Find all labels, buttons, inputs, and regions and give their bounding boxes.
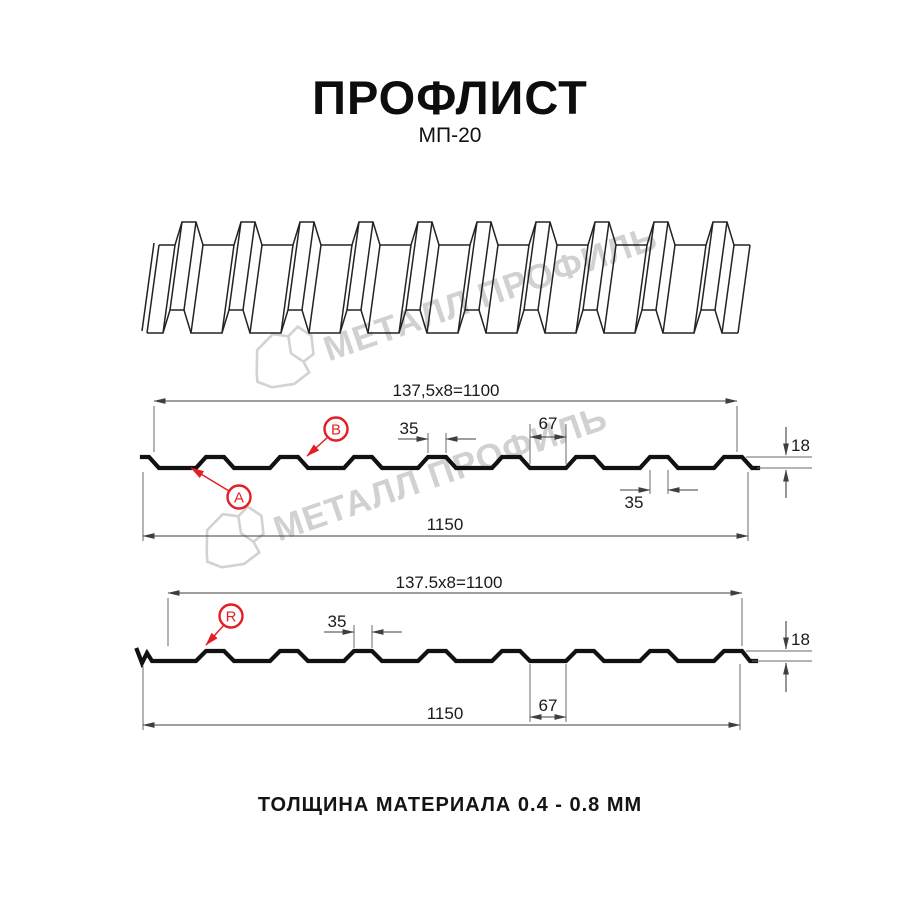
dim-coverage-ab: 137,5x8=1100 bbox=[393, 381, 500, 400]
dim-overall-ab: 1150 bbox=[427, 515, 464, 534]
dim-overall-r: 1150 bbox=[427, 704, 464, 723]
cross-section-ab: 137,5x8=1100 35 67 18 35 bbox=[139, 381, 812, 541]
label-a-circle bbox=[226, 484, 252, 510]
watermark-upper: МЕТАЛЛ ПРОФИЛЬ bbox=[255, 218, 662, 389]
dim-height-r: 18 bbox=[791, 630, 810, 649]
label-b: B bbox=[331, 422, 341, 439]
dim-flat-r: 67 bbox=[539, 696, 558, 715]
dim-rib-bottom-ab: 35 bbox=[625, 493, 644, 512]
page-title: ПРОФЛИСТ bbox=[312, 71, 588, 124]
label-r-circle bbox=[218, 603, 244, 629]
label-r: R bbox=[226, 609, 237, 626]
profile-outline bbox=[139, 454, 761, 471]
dim-rib-top-ab: 35 bbox=[400, 419, 419, 438]
dim-coverage-r: 137.5x8=1100 bbox=[396, 573, 503, 592]
perspective-view bbox=[141, 221, 751, 334]
profile-outline bbox=[134, 647, 759, 669]
label-b-circle bbox=[323, 416, 349, 442]
material-thickness-note: ТОЛЩИНА МАТЕРИАЛА 0.4 - 0.8 ММ bbox=[257, 794, 643, 816]
dim-rib-top-r: 35 bbox=[328, 612, 347, 631]
product-code: МП-20 bbox=[418, 124, 482, 147]
dim-height-ab: 18 bbox=[791, 436, 810, 455]
dim-flat-ab: 67 bbox=[539, 414, 558, 433]
metal-profil-logo-icon bbox=[205, 504, 265, 569]
cross-section-r: 137.5x8=1100 35 67 18 1150 bbox=[134, 573, 812, 730]
metal-profil-logo-icon bbox=[255, 324, 315, 389]
label-a: A bbox=[234, 490, 244, 507]
